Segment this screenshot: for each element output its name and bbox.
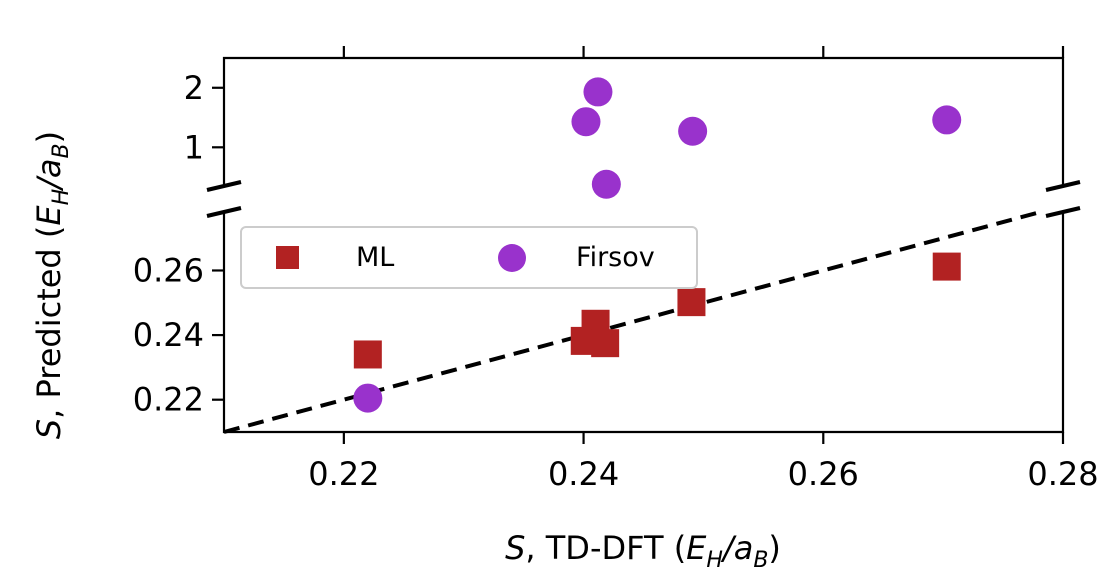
firsov-point-upper-4 [932, 105, 962, 135]
legend-ml-marker [276, 246, 299, 269]
x-tick-label-3: 0.28 [1027, 455, 1098, 493]
legend-firsov-label: Firsov [576, 242, 655, 273]
x-tick-label-1: 0.24 [548, 455, 619, 493]
firsov-point-upper-1 [583, 77, 613, 107]
lower-y-tick-label-1: 0.24 [133, 316, 204, 354]
x-tick-label-0: 0.22 [308, 455, 379, 493]
lower-panel-frame [222, 212, 1065, 434]
upper-y-tick-label-1: 2 [184, 69, 204, 107]
firsov-point-upper-2 [591, 169, 621, 199]
legend-box [240, 226, 698, 289]
axis-break-mark-3 [1045, 206, 1081, 218]
legend-firsov-marker [498, 244, 526, 272]
legend-ml-label: ML [356, 242, 394, 273]
legend: ML Firsov [240, 226, 698, 289]
axis-break-mark-1 [1045, 180, 1081, 192]
ml-point-4 [677, 288, 706, 317]
y-axis-label: S, Predicted (EH/aB) [30, 131, 74, 439]
ml-point-3 [591, 329, 620, 358]
x-axis-label: S, TD-DFT (EH/aB) [505, 529, 781, 573]
x-tick-label-2: 0.26 [788, 455, 859, 493]
firsov-point-lower-0 [353, 383, 383, 413]
upper-y-tick-label-0: 1 [184, 128, 204, 166]
lower-y-tick-label-0: 0.22 [133, 381, 204, 419]
lower-y-tick-label-2: 0.26 [133, 251, 204, 289]
axis-break-mark-0 [206, 180, 242, 192]
ml-point-5 [932, 252, 961, 281]
firsov-point-upper-0 [571, 107, 601, 137]
upper-panel-frame [222, 56, 1065, 186]
firsov-point-upper-3 [678, 116, 708, 146]
axis-break-mark-2 [206, 206, 242, 218]
ml-point-0 [353, 340, 382, 369]
